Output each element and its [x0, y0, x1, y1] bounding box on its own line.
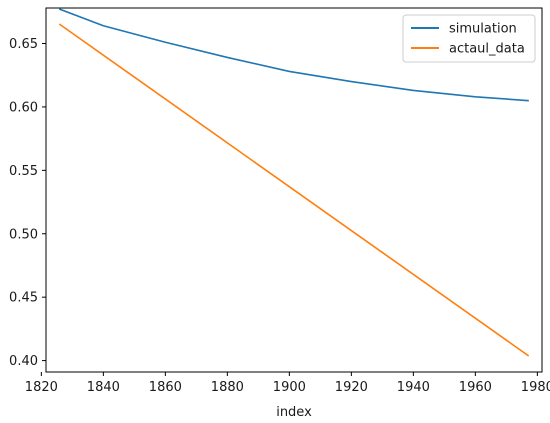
x-tick-label: 1900 [273, 380, 306, 395]
series-layer [58, 8, 530, 357]
series-line-simulation [58, 8, 529, 102]
legend-label-simulation: simulation [449, 22, 517, 37]
y-tick-label: 0.50 [9, 227, 38, 242]
x-tick-label: 1880 [211, 380, 244, 395]
y-tick-label: 0.40 [9, 354, 38, 369]
plot-frame [45, 7, 543, 373]
y-tick-label: 0.60 [9, 100, 38, 115]
x-axis: 1820 1840 1860 1880 1900 1920 1940 1960 1980 [25, 372, 550, 395]
x-tick-label: 1860 [149, 380, 182, 395]
x-tick-label: 1840 [87, 380, 120, 395]
y-tick-label: 0.65 [9, 37, 38, 52]
legend: simulation actaul_data [402, 14, 536, 63]
y-axis: 0.40 0.45 0.50 0.55 0.60 0.65 [9, 37, 46, 369]
series-line-actaul-data [58, 23, 530, 357]
x-tick-label: 1920 [335, 380, 368, 395]
y-tick-label: 0.45 [9, 291, 38, 306]
legend-box [402, 14, 536, 63]
legend-label-actaul-data: actaul_data [449, 42, 525, 57]
x-tick-label: 1820 [25, 380, 58, 395]
y-tick-label: 0.55 [9, 164, 38, 179]
x-axis-label: index [276, 405, 312, 420]
x-tick-label: 1980 [521, 380, 550, 395]
x-tick-label: 1960 [459, 380, 492, 395]
x-tick-label: 1940 [397, 380, 430, 395]
